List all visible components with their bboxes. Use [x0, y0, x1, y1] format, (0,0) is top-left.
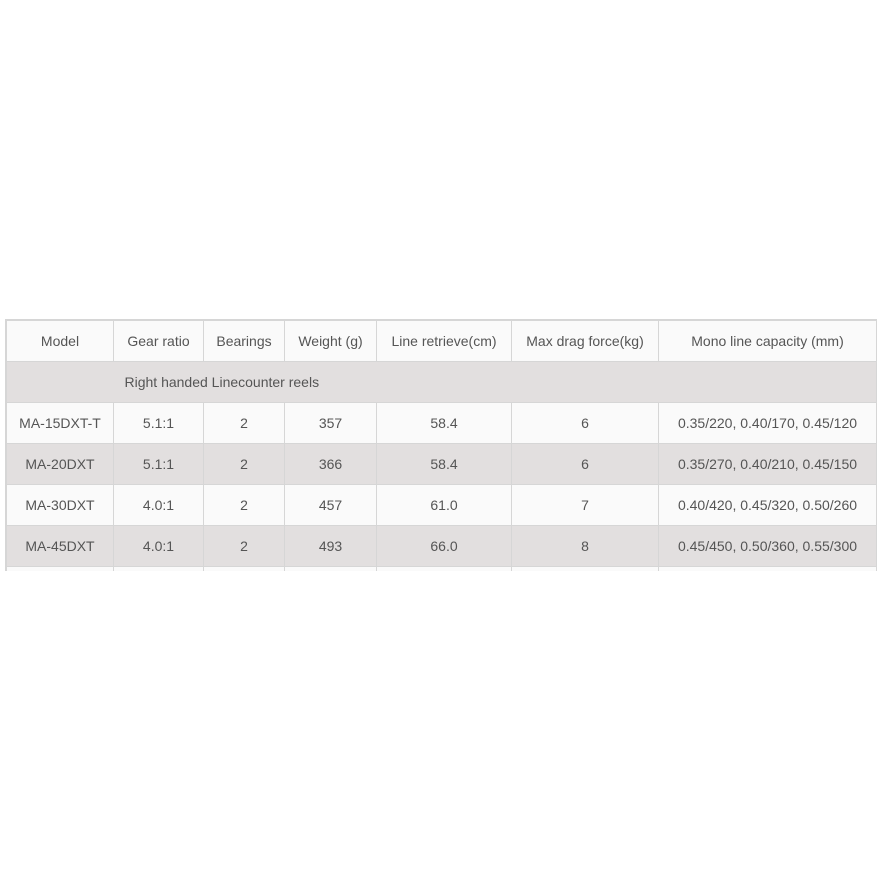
- cell-mono-capacity: 0.45/450, 0.50/360, 0.55/300: [658, 525, 876, 567]
- cell-max-drag: 7: [511, 484, 659, 526]
- header-line-retrieve: Line retrieve(cm): [376, 320, 512, 362]
- cell-line-retrieve: 58.4: [376, 443, 512, 485]
- cell-line-retrieve: 61.0: [376, 484, 512, 526]
- header-weight: Weight (g): [284, 320, 377, 362]
- table-row: MA-30DXT 4.0:1 2 457 61.0 7 0.40/420, 0.…: [6, 484, 876, 526]
- cell-max-drag: 8: [511, 525, 659, 567]
- header-bearings: Bearings: [203, 320, 285, 362]
- cell-bearings: 2: [203, 525, 285, 567]
- spec-table: Model Gear ratio Bearings Weight (g) Lin…: [6, 320, 876, 571]
- cell-model: MA-15DXT-T: [6, 402, 114, 444]
- cell-gear-ratio: 4.0:1: [113, 525, 204, 567]
- section-row: Right handed Linecounter reels: [6, 361, 876, 403]
- section-label: Right handed Linecounter reels: [113, 361, 876, 403]
- table-row: MA-20DXT 5.1:1 2 366 58.4 6 0.35/270, 0.…: [6, 443, 876, 485]
- cell-weight: 366: [284, 443, 377, 485]
- header-max-drag: Max drag force(kg): [511, 320, 659, 362]
- cell-bearings: 2: [203, 484, 285, 526]
- cell-model: MA-30DXT: [6, 484, 114, 526]
- cell-max-drag: 6: [511, 443, 659, 485]
- header-mono-capacity: Mono line capacity (mm): [658, 320, 876, 362]
- header-model: Model: [6, 320, 114, 362]
- cell-mono-capacity: 0.40/420, 0.45/320, 0.50/260: [658, 484, 876, 526]
- table-row-cutoff: [6, 566, 876, 571]
- spec-table-container: Model Gear ratio Bearings Weight (g) Lin…: [5, 319, 877, 571]
- cell-gear-ratio: 4.0:1: [113, 484, 204, 526]
- cell-model: MA-45DXT: [6, 525, 114, 567]
- table-row: MA-15DXT-T 5.1:1 2 357 58.4 6 0.35/220, …: [6, 402, 876, 444]
- cell-gear-ratio: 5.1:1: [113, 443, 204, 485]
- table-row: MA-45DXT 4.0:1 2 493 66.0 8 0.45/450, 0.…: [6, 525, 876, 567]
- section-empty-cell: [6, 361, 114, 403]
- cell-bearings: 2: [203, 402, 285, 444]
- cell-max-drag: 6: [511, 402, 659, 444]
- cell-model: MA-20DXT: [6, 443, 114, 485]
- cell-line-retrieve: 58.4: [376, 402, 512, 444]
- cell-bearings: 2: [203, 443, 285, 485]
- cell-line-retrieve: 66.0: [376, 525, 512, 567]
- cell-mono-capacity: 0.35/270, 0.40/210, 0.45/150: [658, 443, 876, 485]
- header-row: Model Gear ratio Bearings Weight (g) Lin…: [6, 320, 876, 362]
- cell-weight: 357: [284, 402, 377, 444]
- cell-weight: 493: [284, 525, 377, 567]
- cell-mono-capacity: 0.35/220, 0.40/170, 0.45/120: [658, 402, 876, 444]
- header-gear-ratio: Gear ratio: [113, 320, 204, 362]
- cell-gear-ratio: 5.1:1: [113, 402, 204, 444]
- cell-weight: 457: [284, 484, 377, 526]
